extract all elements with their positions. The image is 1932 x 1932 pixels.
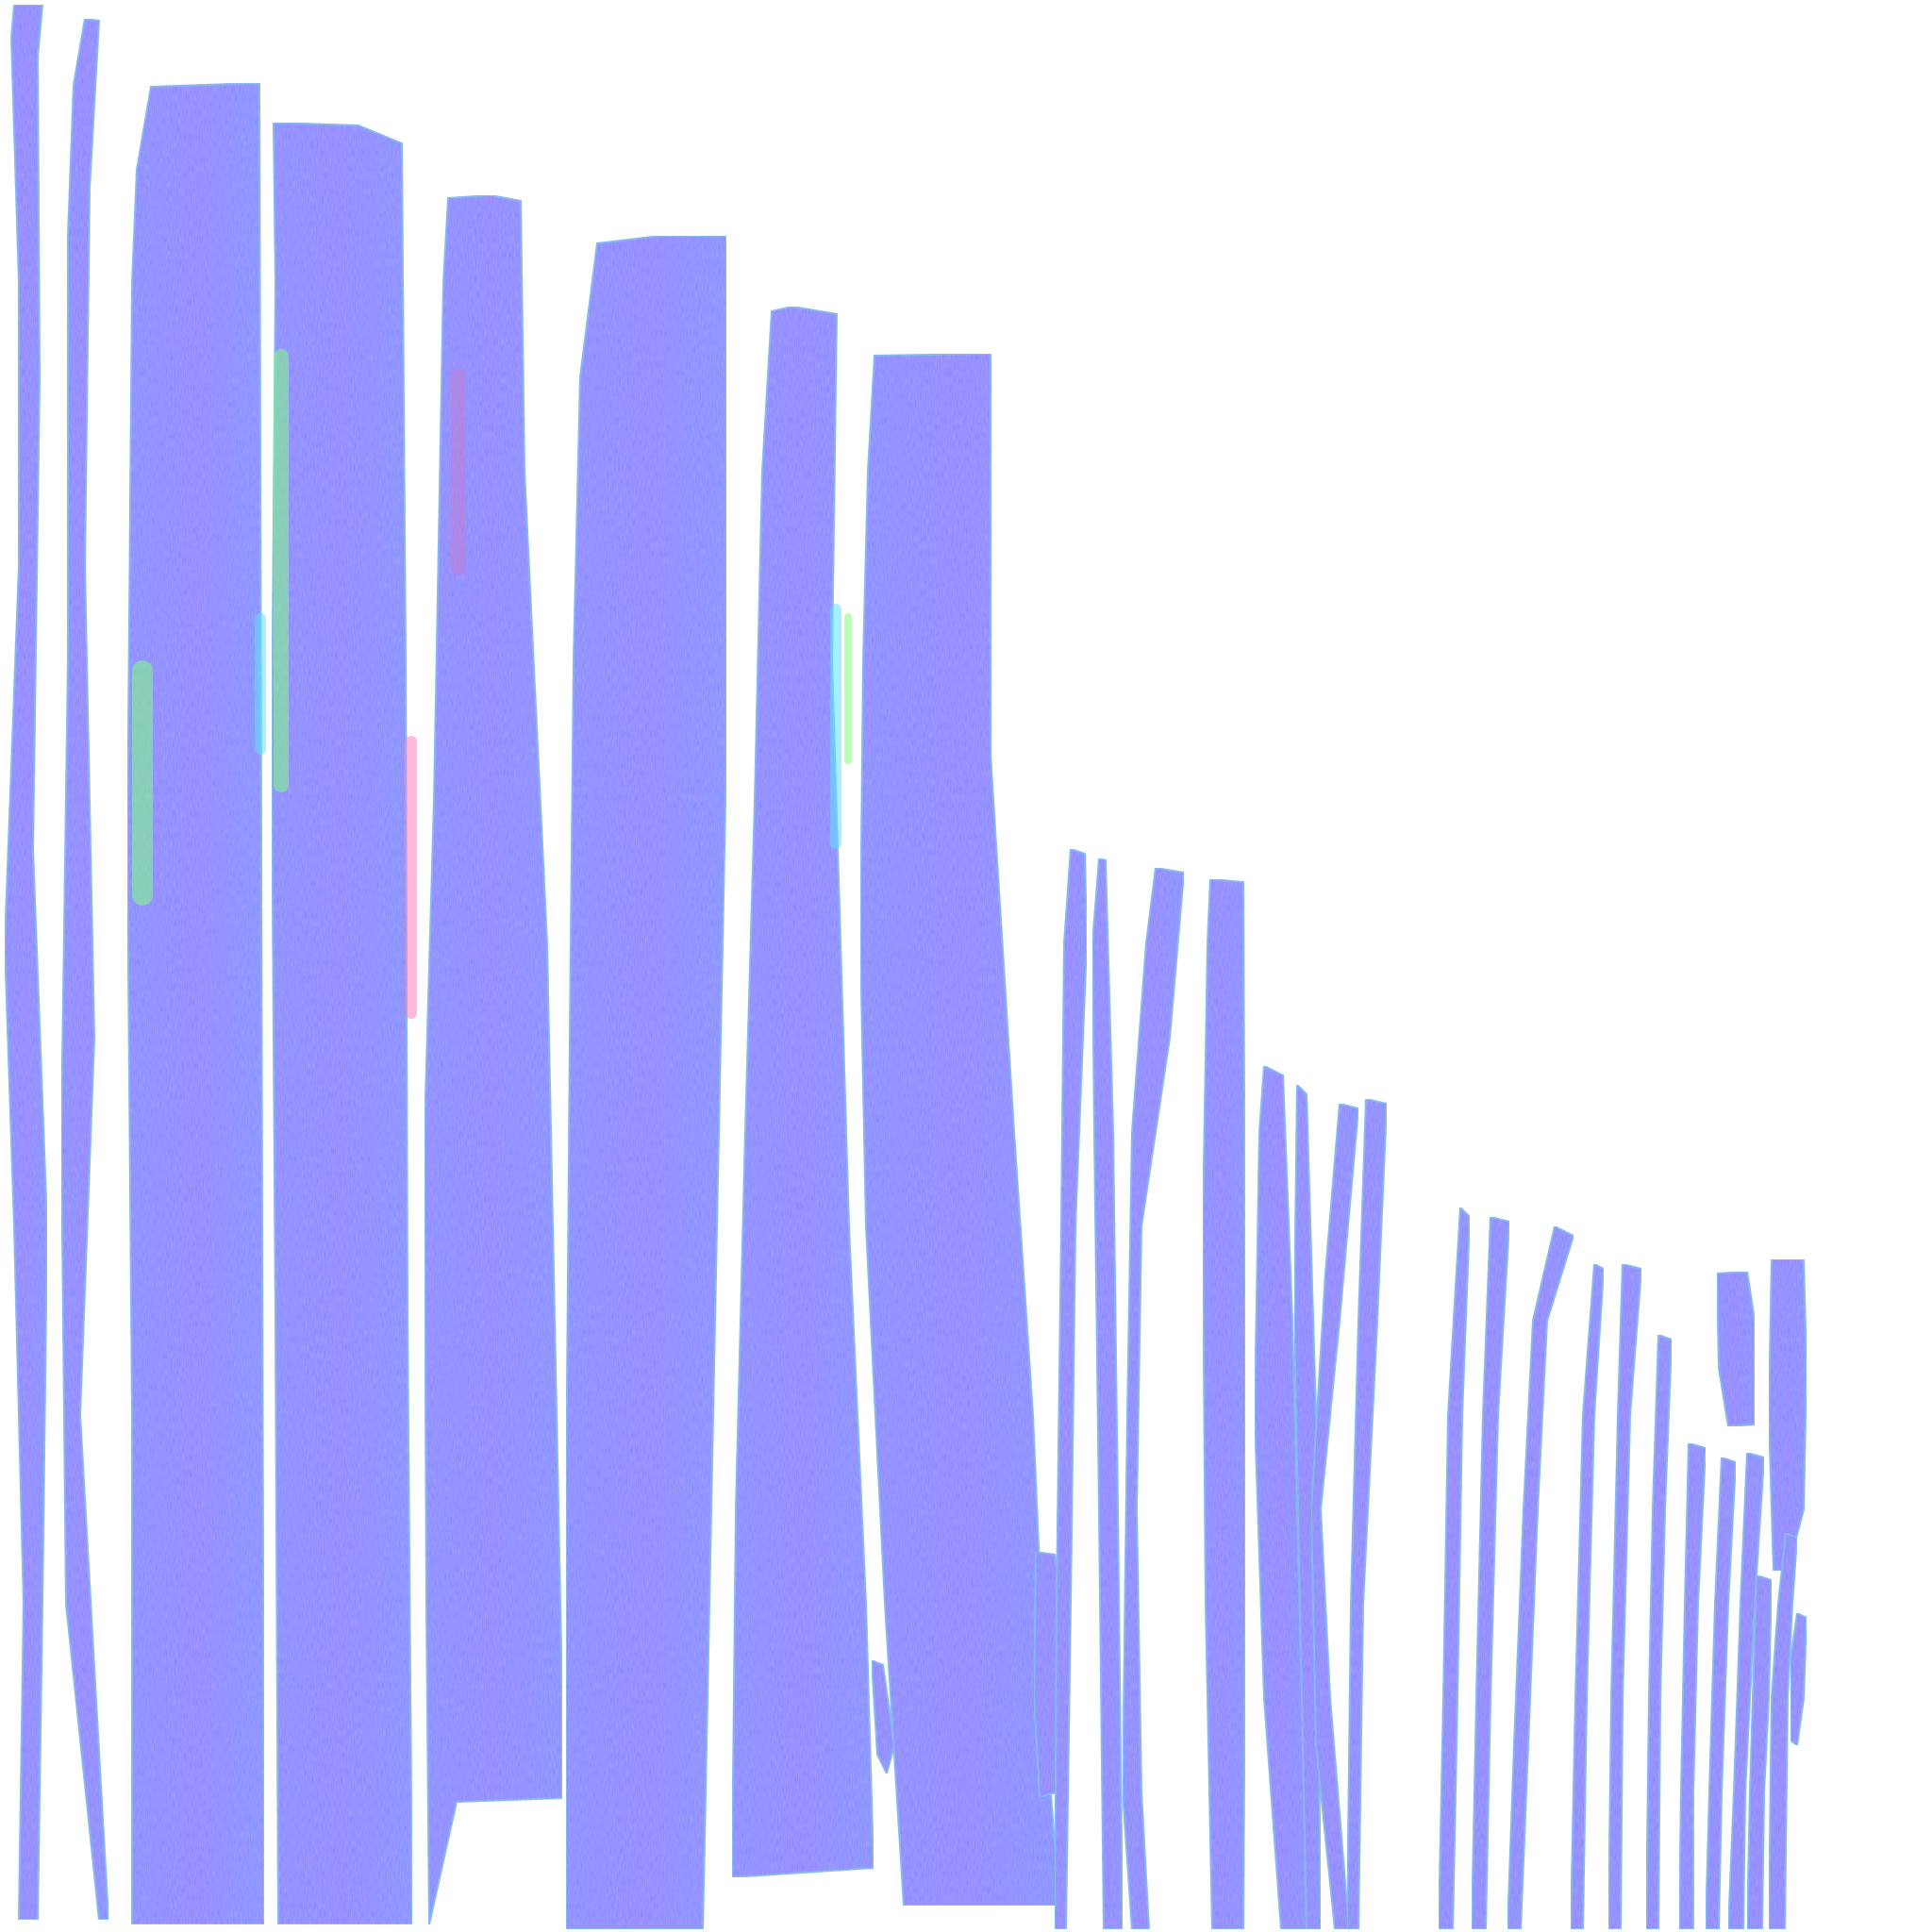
uv-island-8 [858,352,1061,1907]
uv-island-11 [1053,847,1089,1930]
uv-island-14 [1201,877,1246,1930]
normal-highlight-5 [451,368,466,575]
uv-island-25 [1677,1441,1707,1930]
uv-island-15 [1253,1064,1308,1930]
uv-island-7 [730,305,875,1879]
uv-island-24 [1644,1333,1674,1930]
uv-island-1 [3,4,49,1921]
normal-highlight-6 [830,604,841,849]
uv-island-21 [1506,1224,1575,1930]
uv-island-2 [59,17,110,1921]
plank-group [3,4,1808,1930]
uv-island-10 [870,1658,896,1776]
normal-highlight-1 [132,660,153,906]
normal-highlight-3 [274,349,289,792]
uv-island-12 [1091,857,1124,1930]
uv-island-13 [1121,866,1186,1930]
normal-highlight-7 [844,613,852,764]
uv-island-31 [1745,1574,1774,1930]
uv-island-20 [1470,1215,1511,1930]
uv-island-18 [1345,1097,1389,1930]
uv-island-23 [1607,1262,1643,1930]
uv-island-29 [1767,1258,1808,1572]
uv-island-30 [1790,1611,1808,1747]
uv-island-19 [1437,1205,1472,1930]
uv-island-22 [1569,1262,1606,1930]
uv-island-28 [1715,1270,1756,1428]
normal-highlight-2 [255,613,266,755]
uv-island-32 [1767,1531,1799,1930]
uv-island-26 [1704,1456,1738,1930]
normal-highlight-4 [406,736,417,1019]
uv-island-4 [270,121,414,1925]
uv-island-5 [423,193,563,1925]
uv-island-3 [125,81,266,1925]
uv-island-6 [565,235,727,1930]
uv-island-27 [1726,1451,1766,1930]
uv-island-16 [1292,1082,1323,1930]
